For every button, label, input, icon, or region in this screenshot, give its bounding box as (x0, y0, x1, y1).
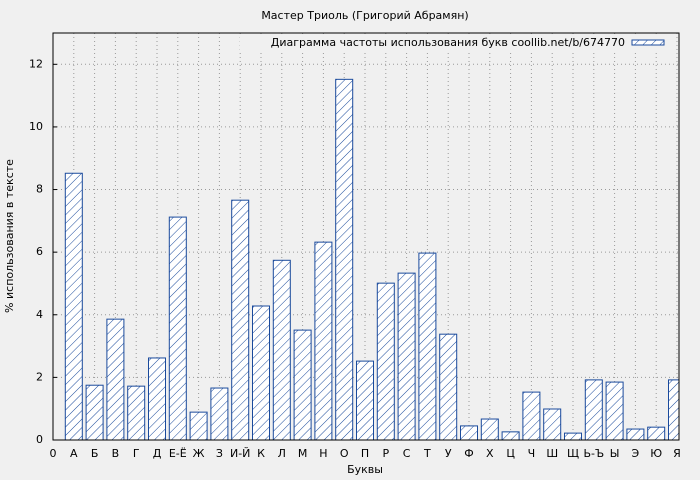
y-tick-label: 6 (36, 245, 43, 258)
x-tick-label: Ф (464, 447, 473, 460)
x-tick-label: Т (423, 447, 431, 460)
x-tick-label: Ж (193, 447, 205, 460)
x-tick-label: И-Й (230, 447, 250, 460)
x-tick-label: Л (278, 447, 286, 460)
legend-box (240, 35, 675, 51)
bar (460, 425, 478, 440)
y-tick-label: 0 (36, 433, 43, 446)
y-axis-label: % использования в тексте (3, 159, 16, 313)
bar (272, 259, 291, 440)
x-tick-label: Е-Ё (169, 447, 187, 460)
y-tick-label: 8 (36, 183, 43, 196)
x-tick-label: А (70, 447, 78, 460)
x-tick-label: У (445, 447, 452, 460)
bar (626, 428, 645, 440)
bar (439, 333, 458, 440)
bar (210, 387, 229, 440)
x-axis-label: Буквы (347, 463, 383, 476)
bar (501, 431, 520, 440)
y-tick-label: 10 (29, 120, 43, 133)
bar (189, 411, 208, 440)
bar (335, 78, 354, 440)
bar (522, 391, 541, 440)
x-tick-label: Б (91, 447, 99, 460)
x-tick-label: Э (632, 447, 640, 460)
x-tick-label: Х (486, 447, 494, 460)
bar (252, 305, 270, 440)
x-tick-label: Ю (650, 447, 662, 460)
x-tick-label: С (403, 447, 411, 460)
x-tick-label: Р (382, 447, 389, 460)
bar (64, 172, 83, 440)
bar (418, 252, 437, 440)
bar (584, 379, 603, 440)
bars (64, 78, 679, 440)
bar (480, 418, 499, 440)
x-tick-label: М (298, 447, 308, 460)
bar (397, 272, 416, 440)
y-tick-label: 2 (36, 370, 43, 383)
x-tick-label: Ш (546, 447, 558, 460)
x-tick-label: К (257, 447, 265, 460)
x-tick-label: Г (133, 447, 140, 460)
x-tick-label: П (361, 447, 369, 460)
bar (231, 199, 250, 440)
y-tick-label: 4 (36, 308, 43, 321)
bar (85, 384, 104, 440)
bar (168, 216, 187, 440)
legend-label: Диаграмма частоты использования букв coo… (271, 36, 625, 49)
x-tick-label: Ы (610, 447, 620, 460)
x-tick-label: Я (673, 447, 681, 460)
bar (647, 426, 666, 440)
x-tick-label: О (340, 447, 349, 460)
x-tick-label: Н (319, 447, 327, 460)
x-tick-label: З (216, 447, 223, 460)
bar (564, 432, 582, 440)
chart-title: Мастер Триоль (Григорий Абрамян) (261, 9, 468, 22)
bar (293, 329, 312, 440)
x-tick-label: Ч (528, 447, 536, 460)
x-tick-label: Щ (567, 447, 579, 460)
bar (605, 381, 624, 440)
y-tick-label: 12 (29, 57, 43, 70)
x-tick-label: 0 (50, 447, 57, 460)
plot-frame (52, 32, 680, 441)
bar (356, 360, 374, 440)
legend-swatch (631, 39, 665, 46)
bar (106, 318, 125, 440)
x-tick-label: В (112, 447, 120, 460)
x-tick-label: Д (153, 447, 162, 460)
bar (376, 282, 395, 440)
bar (314, 241, 333, 440)
bar (543, 408, 562, 440)
x-tick-label: Ц (506, 447, 515, 460)
bar (127, 385, 146, 440)
bar (148, 357, 166, 440)
x-tick-label: Ь-Ъ (583, 447, 604, 460)
